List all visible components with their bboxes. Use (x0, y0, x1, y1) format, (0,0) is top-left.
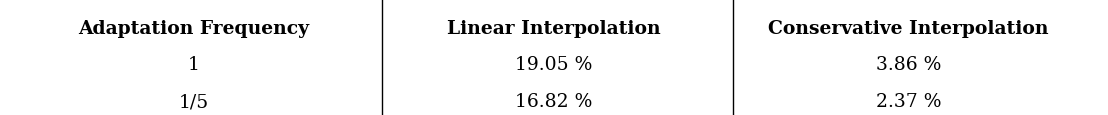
Text: Conservative Interpolation: Conservative Interpolation (768, 20, 1049, 38)
Text: 19.05 %: 19.05 % (515, 55, 593, 73)
Text: 1/5: 1/5 (178, 92, 209, 110)
Text: Linear Interpolation: Linear Interpolation (448, 20, 660, 38)
Text: 1: 1 (188, 55, 199, 73)
Text: Adaptation Frequency: Adaptation Frequency (79, 20, 309, 38)
Text: 2.37 %: 2.37 % (875, 92, 942, 110)
Text: 3.86 %: 3.86 % (875, 55, 942, 73)
Text: 16.82 %: 16.82 % (515, 92, 593, 110)
